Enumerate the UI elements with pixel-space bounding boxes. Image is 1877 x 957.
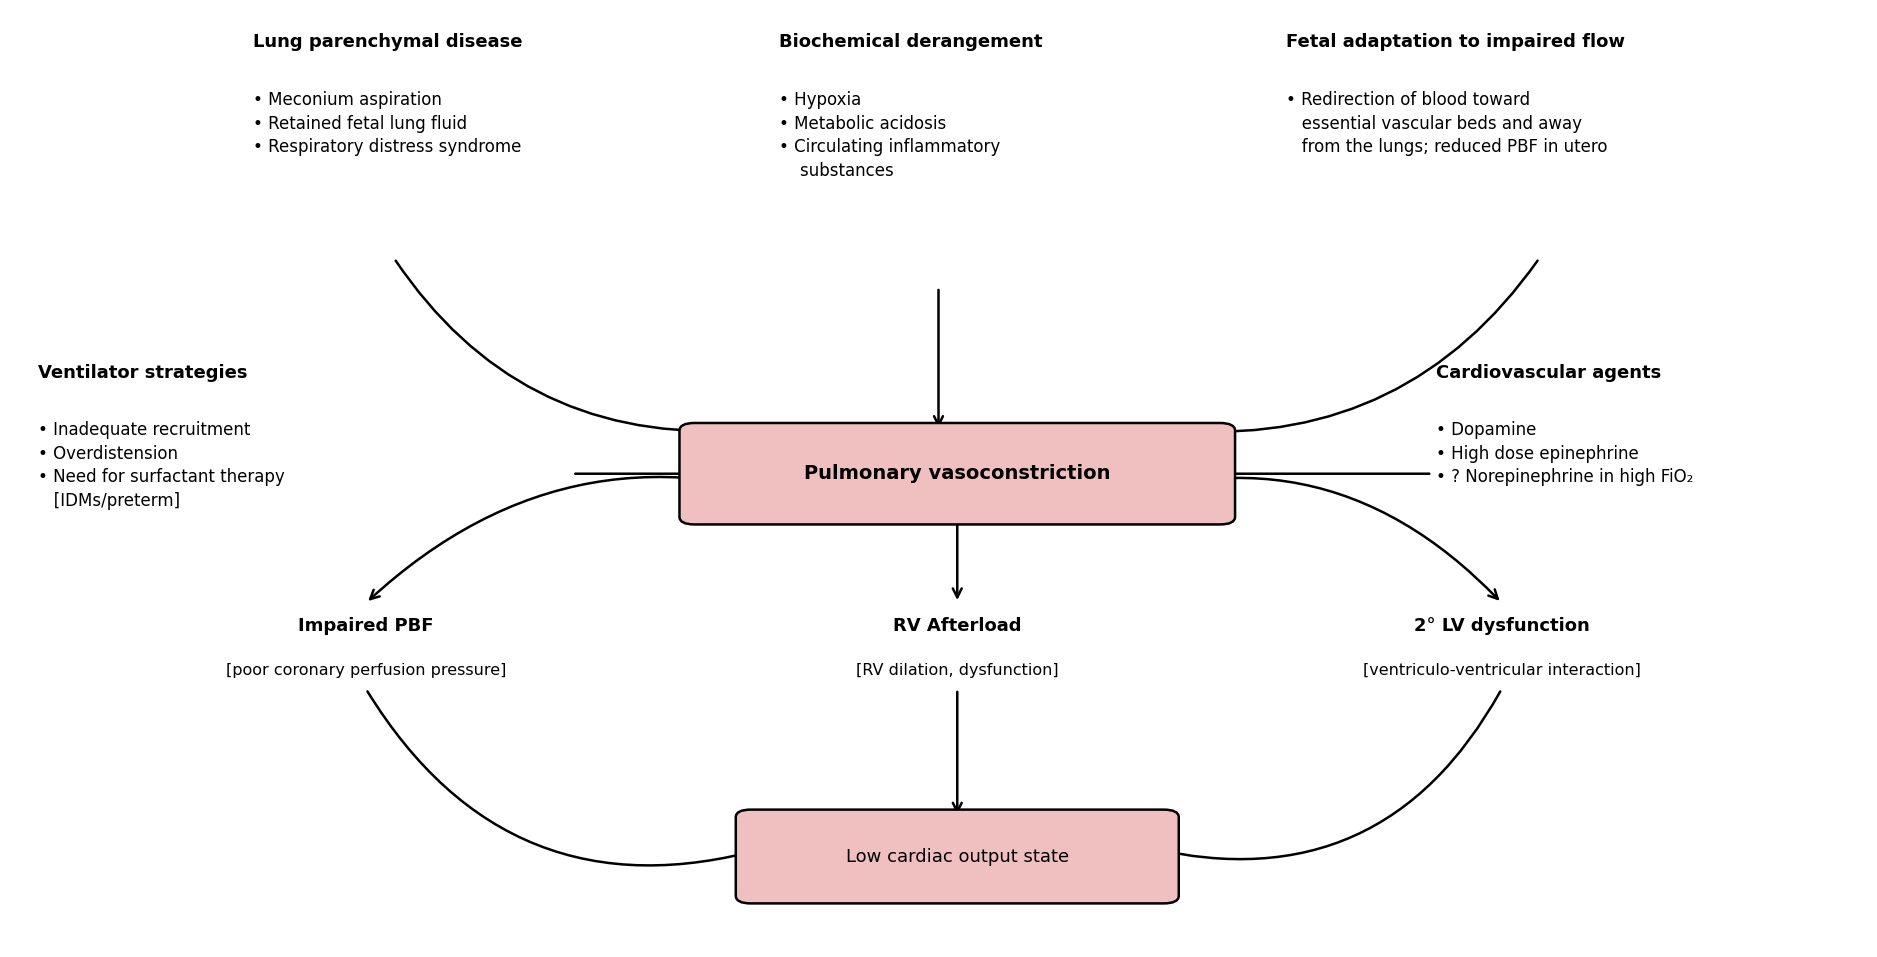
Text: Impaired PBF: Impaired PBF [298, 617, 434, 635]
Text: Biochemical derangement: Biochemical derangement [779, 33, 1042, 52]
FancyBboxPatch shape [736, 810, 1179, 903]
Text: • Redirection of blood toward
   essential vascular beds and away
   from the lu: • Redirection of blood toward essential … [1286, 91, 1607, 156]
Text: Ventilator strategies: Ventilator strategies [38, 364, 248, 382]
Text: • Inadequate recruitment
• Overdistension
• Need for surfactant therapy
   [IDMs: • Inadequate recruitment • Overdistensio… [38, 421, 283, 510]
Text: Lung parenchymal disease: Lung parenchymal disease [253, 33, 524, 52]
Text: Fetal adaptation to impaired flow: Fetal adaptation to impaired flow [1286, 33, 1625, 52]
Text: Cardiovascular agents: Cardiovascular agents [1436, 364, 1661, 382]
Text: • Dopamine
• High dose epinephrine
• ? Norepinephrine in high FiO₂: • Dopamine • High dose epinephrine • ? N… [1436, 421, 1693, 486]
Text: [poor coronary perfusion pressure]: [poor coronary perfusion pressure] [225, 663, 507, 679]
Text: 2° LV dysfunction: 2° LV dysfunction [1413, 617, 1590, 635]
Text: Pulmonary vasoconstriction: Pulmonary vasoconstriction [803, 464, 1111, 483]
Text: • Meconium aspiration
• Retained fetal lung fluid
• Respiratory distress syndrom: • Meconium aspiration • Retained fetal l… [253, 91, 522, 156]
Text: RV Afterload: RV Afterload [893, 617, 1021, 635]
Text: • Hypoxia
• Metabolic acidosis
• Circulating inflammatory
    substances: • Hypoxia • Metabolic acidosis • Circula… [779, 91, 1000, 180]
Text: [RV dilation, dysfunction]: [RV dilation, dysfunction] [856, 663, 1059, 679]
FancyBboxPatch shape [679, 423, 1235, 524]
Text: [ventriculo-ventricular interaction]: [ventriculo-ventricular interaction] [1363, 663, 1640, 679]
Text: Low cardiac output state: Low cardiac output state [847, 848, 1068, 865]
